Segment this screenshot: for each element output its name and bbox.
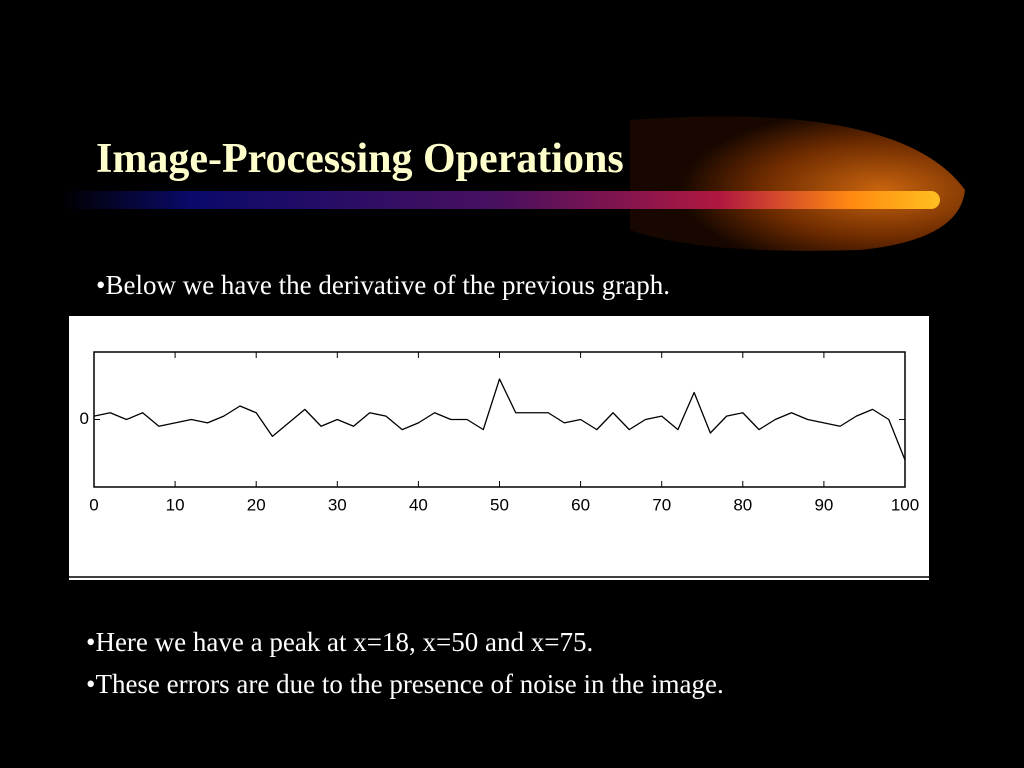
y-tick-label: 0	[80, 409, 89, 428]
data-line	[93, 378, 906, 461]
x-tick-label: 70	[652, 495, 671, 514]
bullet: •These errors are due to the presence of…	[86, 669, 724, 699]
x-tick-label: 100	[891, 495, 919, 514]
slide-title: Image-Processing Operations	[96, 136, 624, 182]
x-tick-label: 30	[328, 495, 347, 514]
swoosh-glow	[630, 116, 965, 251]
swoosh-band	[60, 191, 940, 209]
x-tick-label: 0	[89, 495, 98, 514]
x-tick-label: 20	[247, 495, 266, 514]
chart-image	[69, 316, 929, 580]
x-tick-label: 10	[166, 495, 185, 514]
x-tick-label: 90	[814, 495, 833, 514]
x-tick-label: 50	[490, 495, 509, 514]
x-tick-label: 80	[733, 495, 752, 514]
intro-text: •Below we have the derivative of the pre…	[96, 270, 670, 300]
plot: 0 10 20 30 40 50 60 70 80 90 100 0	[80, 352, 919, 514]
bullet: •Here we have a peak at x=18, x=50 and x…	[86, 627, 593, 657]
x-tick-label: 40	[409, 495, 428, 514]
x-tick-label: 60	[571, 495, 590, 514]
